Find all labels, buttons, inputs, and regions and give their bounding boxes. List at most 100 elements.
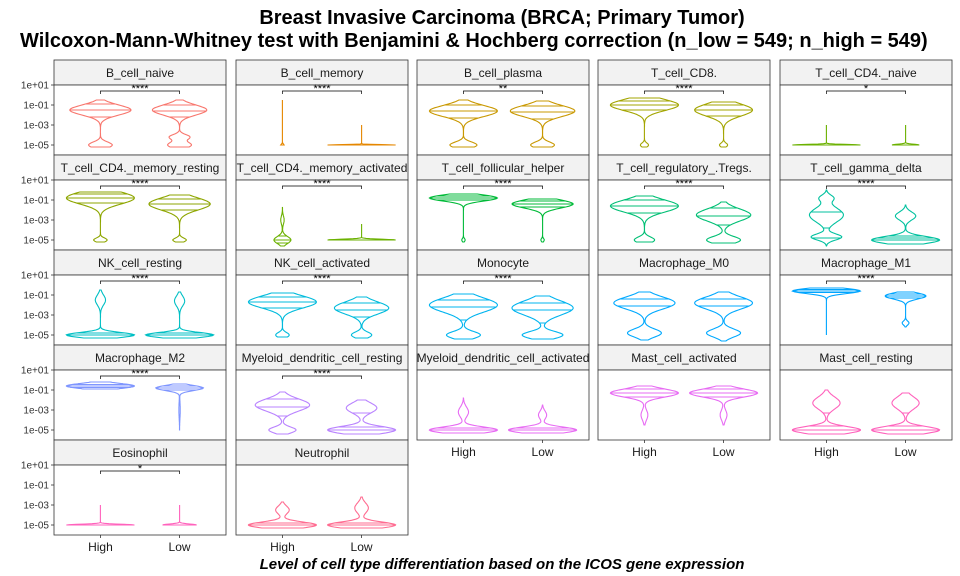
significance-label: **** xyxy=(131,83,149,95)
panel-border xyxy=(53,369,227,441)
significance-label: **** xyxy=(313,368,331,380)
strip-background xyxy=(235,59,409,86)
violin-low xyxy=(870,204,941,245)
y-tick-label: 1e-05 xyxy=(23,426,49,437)
y-tick-label: 1e+01 xyxy=(21,81,50,92)
strip-label: NK_cell_resting xyxy=(98,256,182,270)
panel-border xyxy=(597,274,771,346)
strip-background xyxy=(53,154,227,181)
strip-background xyxy=(53,249,227,276)
y-tick-label: 1e-05 xyxy=(23,331,49,342)
strip-label: Mast_cell_resting xyxy=(819,351,912,365)
y-tick-label: 1e+01 xyxy=(21,461,50,472)
strip-label: Neutrophil xyxy=(295,446,350,460)
strip-background xyxy=(235,249,409,276)
panel-border xyxy=(235,84,409,156)
strip-background xyxy=(416,344,590,371)
y-tick-label: 1e-03 xyxy=(23,311,49,322)
strip-label: T_cell_CD4._naive xyxy=(815,66,917,80)
strip-background xyxy=(235,439,409,466)
violin-high xyxy=(279,100,286,146)
panel-border xyxy=(779,274,953,346)
y-tick-label: 1e-03 xyxy=(23,501,49,512)
violin-high xyxy=(609,195,679,243)
significance-label: **** xyxy=(857,178,875,190)
panel-border xyxy=(53,84,227,156)
facet-panel: T_cell_CD4._memory_resting 1e-05 1e-03 1e-0… xyxy=(21,154,227,251)
y-tick-label: 1e-01 xyxy=(23,291,49,302)
violin-low xyxy=(694,101,754,148)
panel-border xyxy=(416,84,590,156)
facet-panel: Eosinophil 1e-05 1e-03 1e-01 1e+01 * High Low xyxy=(21,439,227,554)
violin-low xyxy=(148,194,211,243)
violin-low xyxy=(162,505,197,526)
violin-low xyxy=(327,224,396,241)
significance-label: **** xyxy=(675,83,693,95)
x-axis-label: Level of cell type differentiation based… xyxy=(260,556,745,573)
strip-label: T_cell_gamma_delta xyxy=(810,161,922,175)
violin-high xyxy=(791,287,862,335)
facet-panel: Mast_cell_resting High Low xyxy=(779,344,953,459)
significance-label: **** xyxy=(131,273,149,285)
facet-panel: Macrophage_M0 xyxy=(597,249,771,346)
strip-background xyxy=(779,59,953,86)
strip-background xyxy=(53,59,227,86)
strip-background xyxy=(416,154,590,181)
violin-high xyxy=(609,385,680,426)
violin-high xyxy=(428,293,498,340)
violin-high xyxy=(65,191,135,243)
significance-bracket xyxy=(644,90,724,94)
panel-border xyxy=(597,369,771,441)
facet-panel: Neutrophil High Low xyxy=(235,439,409,554)
facet-panel: T_cell_gamma_delta **** xyxy=(779,154,953,251)
y-tick-label: 1e+01 xyxy=(21,271,50,282)
panel-border xyxy=(597,84,771,156)
strip-label: Mast_cell_activated xyxy=(631,351,736,365)
facet-panel: T_cell_CD4._naive * xyxy=(779,59,953,156)
significance-bracket xyxy=(826,280,906,284)
y-tick-label: 1e-05 xyxy=(23,236,49,247)
significance-bracket xyxy=(100,280,180,284)
significance-bracket xyxy=(463,185,543,189)
strip-background xyxy=(416,249,590,276)
x-tick-label: High xyxy=(451,445,476,459)
strip-label: T_cell_follicular_helper xyxy=(442,161,565,175)
panel-border xyxy=(779,84,953,156)
strip-background xyxy=(416,59,590,86)
facet-panel: T_cell_regulatory_.Tregs. **** xyxy=(597,154,771,251)
strip-label: T_cell_CD4._memory_resting xyxy=(61,161,220,175)
violin-high xyxy=(428,397,499,434)
y-tick-label: 1e-01 xyxy=(23,196,49,207)
x-tick-label: Low xyxy=(532,445,554,459)
x-tick-label: Low xyxy=(713,445,735,459)
significance-label: **** xyxy=(313,273,331,285)
strip-label: B_cell_plasma xyxy=(464,66,542,80)
significance-label: * xyxy=(138,463,143,475)
strip-background xyxy=(53,344,227,371)
significance-label: **** xyxy=(131,368,149,380)
violin-low xyxy=(511,295,574,340)
y-tick-label: 1e-05 xyxy=(23,521,49,532)
y-tick-label: 1e+01 xyxy=(21,176,50,187)
panel-border xyxy=(235,179,409,251)
strip-label: Myeloid_dendritic_cell_activated xyxy=(417,351,590,365)
significance-label: ** xyxy=(499,83,508,95)
significance-bracket xyxy=(100,90,180,94)
facet-panel: T_cell_CD4._memory_activated **** xyxy=(235,154,409,251)
strip-background xyxy=(235,154,409,181)
significance-label: **** xyxy=(857,273,875,285)
violin-high xyxy=(808,189,844,247)
y-tick-label: 1e-01 xyxy=(23,481,49,492)
violin-high xyxy=(613,291,676,341)
facet-panel: Myeloid_dendritic_cell_resting **** xyxy=(235,344,409,441)
y-tick-label: 1e-03 xyxy=(23,121,49,132)
violin-low xyxy=(688,385,759,426)
significance-label: **** xyxy=(494,178,512,190)
strip-label: Macrophage_M1 xyxy=(821,256,911,270)
violin-low xyxy=(694,291,754,342)
strip-label: Macrophage_M2 xyxy=(95,351,185,365)
violin-high xyxy=(247,292,317,338)
significance-bracket xyxy=(282,375,362,379)
y-tick-label: 1e-01 xyxy=(23,386,49,397)
